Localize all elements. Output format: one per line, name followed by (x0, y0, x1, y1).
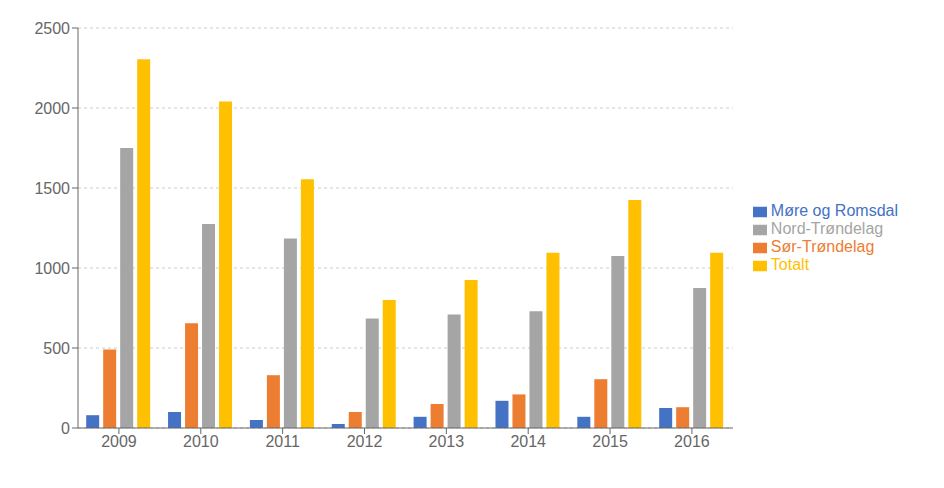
svg-text:2010: 2010 (183, 433, 219, 450)
svg-text:2009: 2009 (101, 433, 137, 450)
html-text:Møre og Romsdal: Møre og Romsdal (770, 202, 898, 219)
html-text:Sør-Trøndelag: Sør-Trøndelag (770, 238, 875, 255)
svg-text:2011: 2011 (265, 433, 300, 450)
svg-text:2016: 2016 (674, 433, 710, 450)
svg-text:1500: 1500 (34, 180, 70, 197)
svg-text:2015: 2015 (592, 433, 628, 450)
html-text:Totalt: Totalt (770, 256, 810, 273)
svg-text:2012: 2012 (347, 433, 383, 450)
html-text:Nord-Trøndelag: Nord-Trøndelag (770, 220, 884, 237)
svg-text:2000: 2000 (34, 100, 70, 117)
svg-text:500: 500 (43, 340, 70, 357)
svg-text:1000: 1000 (34, 260, 70, 277)
svg-text:2013: 2013 (429, 433, 465, 450)
svg-text:2500: 2500 (34, 20, 70, 37)
svg-text:0: 0 (61, 420, 70, 437)
svg-text:2014: 2014 (510, 433, 546, 450)
